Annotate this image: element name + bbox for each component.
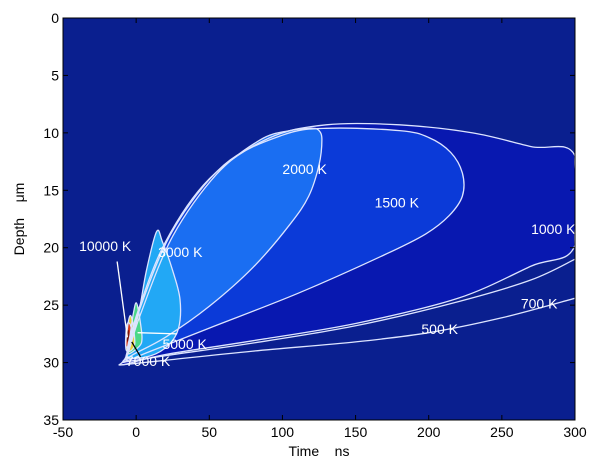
contour-line-500-k: [121, 297, 575, 366]
contour-label-7000-k: 7000 K: [126, 353, 171, 369]
leader-5000-k: [137, 332, 178, 335]
contour-label-2000-k: 2000 K: [282, 161, 327, 177]
y-tick-label: 35: [43, 412, 59, 428]
contour-label-5000-k: 5000 K: [162, 336, 207, 352]
x-tick-label: 150: [344, 424, 368, 440]
contour-label-1000-k: 1000 K: [531, 221, 576, 237]
y-tick-label: 25: [43, 297, 59, 313]
contour-line-1500-k: [122, 127, 465, 363]
x-tick-label: 300: [563, 424, 587, 440]
contour-label-10000-k: 10000 K: [79, 238, 132, 254]
x-axis-title: Time ns: [289, 443, 350, 459]
y-tick-label: 20: [43, 240, 59, 256]
x-tick-label: 0: [132, 424, 140, 440]
x-tick-label: 100: [271, 424, 295, 440]
contour-line-7000-k: [125, 314, 136, 353]
label-leaders: [116, 261, 178, 358]
x-tick-label: 50: [201, 424, 217, 440]
y-tick-label: 15: [43, 182, 59, 198]
y-tick-label: 30: [43, 355, 59, 371]
contour-line-5000-k: [126, 302, 143, 355]
y-tick-label: 0: [51, 10, 59, 26]
x-tick-label: 200: [417, 424, 441, 440]
contour-label-700-k: 700 K: [521, 296, 558, 312]
contour-line-2000-k: [125, 127, 323, 362]
contour-line-1000-k: [118, 122, 575, 366]
contour-label-500-k: 500 K: [421, 321, 458, 337]
x-tick-label: -50: [53, 424, 73, 440]
leader-10000-k: [116, 261, 129, 338]
y-tick-label: 5: [51, 67, 59, 83]
y-axis-title: Depth μm: [11, 183, 27, 256]
y-tick-label: 10: [43, 125, 59, 141]
plot-frame: [62, 17, 576, 421]
x-tick-label: 250: [490, 424, 514, 440]
contour-labels: 500 K 700 K 1000 K 1500 K 2000 K 3000 K 5000 K…: [79, 161, 576, 369]
contour-label-3000-k: 3000 K: [158, 244, 203, 260]
contour-line-3000-k: [125, 229, 182, 360]
contour-label-1500-k: 1500 K: [375, 195, 420, 211]
x-axis: -50 0 50 100 150 200 250 300: [53, 18, 587, 440]
contour-line-10000-k: [124, 322, 133, 348]
leader-7000-k: [131, 341, 142, 358]
contour-fills: [119, 123, 575, 365]
contour-line-700-k: [121, 258, 575, 364]
y-axis: 0 5 10 15 20 25 30 35: [43, 10, 575, 428]
